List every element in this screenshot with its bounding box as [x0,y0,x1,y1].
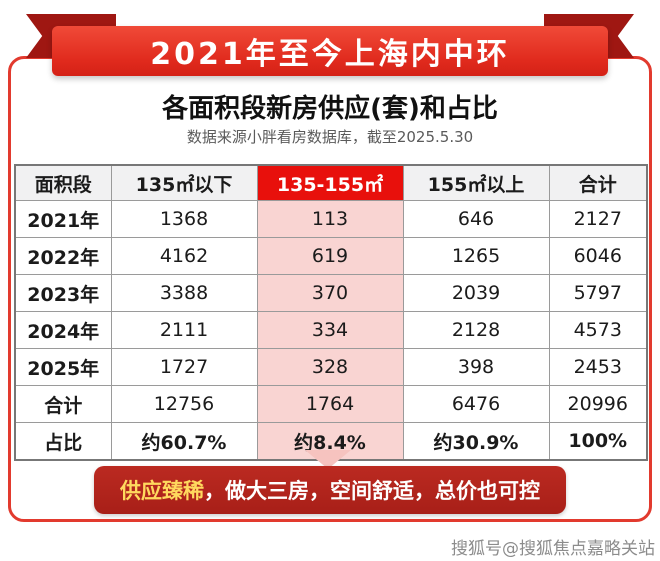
cell: 2111 [110,311,258,349]
cell: 5797 [548,274,648,312]
cell: 1727 [110,348,258,386]
callout-pointer-triangle [305,450,351,469]
table-row-2022: 2022年 4162 619 1265 6046 [14,237,648,275]
callout-rest-text: ，做大三房，空间舒适，总价也可控 [204,479,540,503]
row-label: 2022年 [14,237,112,275]
row-label: 2024年 [14,311,112,349]
column-header-below-135: 135㎡以下 [110,164,258,201]
table-header-row: 面积段 135㎡以下 135-155㎡ 155㎡以上 合计 [14,164,648,201]
data-source-note: 数据来源小胖看房数据库，截至2025.5.30 [186,128,474,146]
column-header-total: 合计 [548,164,648,201]
cell: 1265 [402,237,550,275]
cell-highlight: 328 [256,348,404,386]
cell-highlight: 113 [256,200,404,238]
cell: 4162 [110,237,258,275]
cell: 约30.9% [402,422,550,461]
callout-banner: 供应臻稀，做大三房，空间舒适，总价也可控 [94,466,566,514]
banner-title: 2021年至今上海内中环 [52,26,608,76]
row-label: 2021年 [14,200,112,238]
cell: 1368 [110,200,258,238]
page-title: 各面积段新房供应(套)和占比 [162,94,498,124]
table-row-2021: 2021年 1368 113 646 2127 [14,200,648,238]
cell-highlight: 1764 [256,385,404,423]
row-label: 合计 [14,385,112,423]
cell: 2128 [402,311,550,349]
cell: 3388 [110,274,258,312]
row-label: 2025年 [14,348,112,386]
table-row-2023: 2023年 3388 370 2039 5797 [14,274,648,312]
cell: 6476 [402,385,550,423]
cell-highlight: 334 [256,311,404,349]
cell: 398 [402,348,550,386]
cell: 2039 [402,274,550,312]
cell-highlight: 370 [256,274,404,312]
cell-highlight: 619 [256,237,404,275]
cell: 2453 [548,348,648,386]
cell: 100% [548,422,648,461]
cell: 12756 [110,385,258,423]
cell: 646 [402,200,550,238]
column-header-above-155: 155㎡以上 [402,164,550,201]
row-label: 2023年 [14,274,112,312]
callout-highlight-text: 供应臻稀 [120,479,204,503]
table-row-2025: 2025年 1727 328 398 2453 [14,348,648,386]
cell: 20996 [548,385,648,423]
watermark: 搜狐号@搜狐焦点嘉略关站 [451,539,655,559]
cell: 2127 [548,200,648,238]
table-row-ratio: 占比 约60.7% 约8.4% 约30.9% 100% [14,422,648,461]
cell: 6046 [548,237,648,275]
banner-ribbon: 2021年至今上海内中环 [0,0,660,80]
cell: 4573 [548,311,648,349]
column-header-area-segment: 面积段 [14,164,112,201]
row-label: 占比 [14,422,112,461]
table-row-2024: 2024年 2111 334 2128 4573 [14,311,648,349]
table-row-total: 合计 12756 1764 6476 20996 [14,385,648,423]
cell: 约60.7% [110,422,258,461]
column-header-135-155-highlight: 135-155㎡ [256,164,404,201]
supply-table: 面积段 135㎡以下 135-155㎡ 155㎡以上 合计 2021年 1368… [14,164,648,461]
